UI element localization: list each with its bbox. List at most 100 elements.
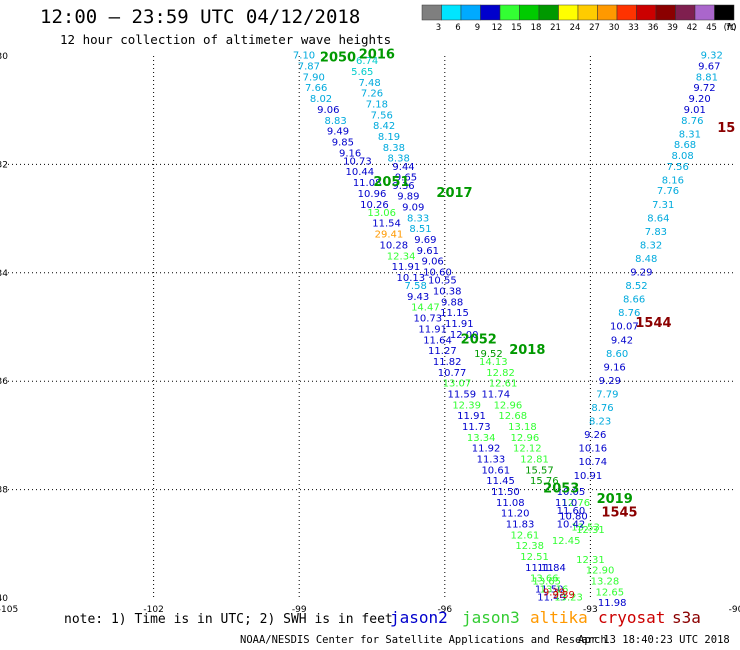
wave-height-value: 11.73 bbox=[462, 422, 491, 433]
wave-height-value: 10.74 bbox=[579, 457, 608, 468]
legend-label: 9 bbox=[475, 23, 480, 33]
wave-height-value: 11.50 bbox=[535, 585, 564, 596]
wave-height-value: 11.08 bbox=[496, 498, 525, 509]
wave-height-value: 11.82 bbox=[433, 357, 462, 368]
lon-tick-label: -93 bbox=[583, 605, 598, 615]
wave-height-value: 13.66 bbox=[530, 574, 559, 585]
legend-swatch bbox=[714, 4, 735, 21]
lon-tick-label: -90 bbox=[729, 605, 740, 615]
satellite-label-jason2: jason2 bbox=[390, 608, 448, 627]
cryosat-points: 9.399.39 bbox=[543, 587, 575, 601]
wave-height-value: 10.77 bbox=[438, 368, 467, 379]
wave-height-value: 9.29 bbox=[599, 376, 621, 387]
wave-height-value: 13.65 bbox=[532, 576, 561, 587]
footer-timestamp: Apr 13 18:40:23 UTC 2018 bbox=[578, 634, 730, 646]
legend-swatch bbox=[616, 4, 637, 21]
legend-swatch bbox=[499, 4, 520, 21]
wave-height-value: 13.34 bbox=[467, 433, 496, 444]
legend-swatch bbox=[441, 4, 462, 21]
wave-height-value: 9.06 bbox=[317, 105, 339, 116]
wave-height-value: 29.41 bbox=[375, 230, 404, 241]
wave-height-value: 8.66 bbox=[623, 295, 645, 306]
wave-height-value: 11.08 bbox=[353, 178, 382, 189]
wave-height-value: 11.50 bbox=[491, 487, 520, 498]
wave-height-value: 9.89 bbox=[397, 192, 419, 203]
wave-height-value: 9.29 bbox=[630, 268, 652, 279]
wave-height-value: 12.96 bbox=[494, 400, 523, 411]
wave-height-value: 13.28 bbox=[591, 576, 620, 587]
legend-swatch bbox=[694, 4, 715, 21]
wave-height-value: 8.76 bbox=[591, 403, 613, 414]
wave-height-value: 7.18 bbox=[366, 99, 388, 110]
legend-swatch bbox=[577, 4, 598, 21]
wave-height-value: 12.51 bbox=[520, 552, 549, 563]
wave-height-value: 11.54 bbox=[372, 219, 401, 230]
legend-label: 18 bbox=[531, 23, 542, 33]
page-subtitle: 12 hour collection of altimeter wave hei… bbox=[60, 32, 392, 47]
wave-height-value: 7.90 bbox=[303, 72, 325, 83]
wave-height-value: 11.11 bbox=[525, 563, 554, 574]
lat-lon-grid bbox=[8, 56, 736, 598]
wave-height-value: 9.43 bbox=[407, 292, 429, 303]
wave-height-value: 12.82 bbox=[486, 368, 515, 379]
wave-height-value: 9.39 bbox=[543, 587, 565, 598]
wave-height-value: 12.34 bbox=[387, 251, 416, 262]
lat-tick-label: -38 bbox=[0, 486, 8, 496]
wave-height-value: 10.16 bbox=[579, 444, 608, 455]
wave-height-value: 12.39 bbox=[452, 400, 481, 411]
wave-height-value: 10.44 bbox=[346, 167, 375, 178]
legend-swatch bbox=[597, 4, 618, 21]
wave-height-value: 11.20 bbox=[501, 509, 530, 520]
legend-swatch bbox=[421, 4, 442, 21]
wave-height-value: 8.38 bbox=[388, 154, 410, 165]
wave-height-value: 10.55 bbox=[428, 276, 457, 287]
wave-height-value: 9.65 bbox=[395, 173, 417, 184]
wave-height-value: 9.39 bbox=[553, 590, 575, 601]
wave-height-value: 13.07 bbox=[443, 379, 472, 390]
wave-height-value: 9.72 bbox=[693, 83, 715, 94]
wave-height-value: 8.68 bbox=[674, 140, 696, 151]
wave-height-value: 15.76 bbox=[530, 476, 559, 487]
wave-height-value: 13.18 bbox=[508, 422, 537, 433]
wave-height-value: 14.47 bbox=[411, 303, 440, 314]
lon-tick-label: -96 bbox=[437, 605, 452, 615]
legend-label: 24 bbox=[570, 23, 581, 33]
satellite-label-cryosat: cryosat bbox=[598, 608, 666, 627]
wave-height-value: 11.91 bbox=[392, 262, 421, 273]
wave-height-value: 9.42 bbox=[611, 335, 633, 346]
wave-height-value: 14.13 bbox=[479, 357, 508, 368]
wave-height-value: 9.20 bbox=[688, 94, 710, 105]
lat-tick-label: -30 bbox=[0, 52, 8, 62]
wave-height-value: 11.74 bbox=[481, 389, 510, 400]
wave-height-value: 11.92 bbox=[472, 444, 501, 455]
legend-label: 6 bbox=[455, 23, 460, 33]
wave-height-value: 11.49 bbox=[537, 593, 566, 604]
wave-height-value: 11.59 bbox=[447, 389, 476, 400]
wave-height-value: 8.64 bbox=[647, 213, 669, 224]
wave-height-value: 8.02 bbox=[310, 94, 332, 105]
wave-height-value: 13.53 bbox=[571, 522, 600, 533]
wave-height-value: 10.91 bbox=[574, 471, 603, 482]
wave-height-value: 9.69 bbox=[414, 235, 436, 246]
pass-number-label: 1544 bbox=[635, 316, 671, 331]
legend-swatch bbox=[675, 4, 696, 21]
legend-swatch bbox=[558, 4, 579, 21]
legend-unit: (ft) bbox=[724, 23, 737, 33]
wave-height-value: 12.61 bbox=[511, 530, 540, 541]
pass-number-label: 2018 bbox=[509, 343, 545, 358]
wave-height-value: 8.48 bbox=[635, 254, 657, 265]
wave-height-value: 12.96 bbox=[511, 433, 540, 444]
wave-height-value: 9.36 bbox=[392, 181, 414, 192]
wave-height-value: 12.61 bbox=[489, 379, 518, 390]
satellite-label-s3a: s3a bbox=[672, 608, 701, 627]
legend-swatch bbox=[636, 4, 657, 21]
footer-credit: NOAA/NESDIS Center for Satellite Applica… bbox=[240, 634, 607, 646]
wave-height-value: 12.00 bbox=[450, 330, 479, 341]
wave-height-value: 11.33 bbox=[477, 455, 506, 466]
wave-height-value: 19.52 bbox=[474, 349, 503, 360]
wave-height-value: 8.76 bbox=[618, 308, 640, 319]
wave-height-value: 7.56 bbox=[667, 162, 689, 173]
s3a-pass-up: 9.329.678.819.729.209.018.768.318.688.08… bbox=[574, 51, 723, 609]
wave-height-value: 12.65 bbox=[595, 587, 624, 598]
wave-height-value: 12.81 bbox=[520, 455, 549, 466]
